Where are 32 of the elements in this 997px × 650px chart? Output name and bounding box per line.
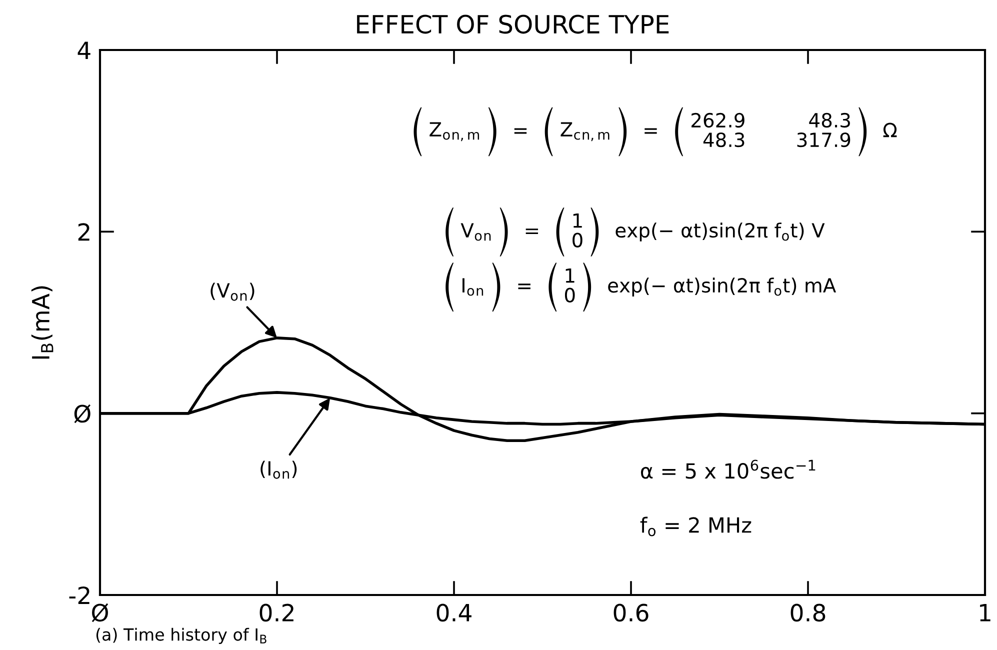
annotation: =	[526, 228, 538, 234]
annotation: exp(− αt)sin(2π f$_{o}$t) mA	[608, 278, 836, 296]
annotation: exp(− αt)sin(2π f$_{o}$t) V	[616, 222, 825, 242]
y-tick-label: Ø	[74, 404, 90, 424]
x-tick-label: 0.2	[260, 604, 294, 622]
annotation: Z$_{cn,m}$	[560, 122, 610, 142]
y-tick-label: -2	[69, 586, 90, 604]
x-tick-label: 0.8	[790, 604, 826, 622]
annotation: =	[514, 128, 527, 134]
chart-title: EFFECT OF SOURCE TYPE	[357, 14, 669, 34]
x-tick-label: Ø	[92, 603, 108, 622]
y-tick-label: 2	[78, 223, 90, 241]
annotation: =	[644, 128, 657, 134]
annotation: 262.9 48.3	[692, 112, 744, 148]
annotation: 1 0	[564, 268, 575, 302]
annotation: =	[518, 284, 530, 290]
annotation: Ω	[883, 122, 897, 138]
annotation: (V$_{on}$)	[210, 282, 254, 301]
x-tick-label: 1	[980, 604, 990, 622]
annotation: (I$_{on}$)	[260, 460, 297, 479]
annotation: 1 0	[572, 213, 582, 248]
text: (a) Time history of I$_{B}$	[96, 628, 266, 644]
y-axis-title: I$_{B}$(mA)	[31, 286, 54, 359]
y-tick-label: 4	[78, 42, 90, 59]
x-tick-label: 0.4	[436, 604, 472, 622]
annotation: I$_{on}$	[462, 278, 484, 296]
annotation: Z$_{on,m}$	[430, 122, 480, 142]
annotation: α = 5 x 10$^{6}$sec$^{−1}$	[641, 460, 816, 479]
x-tick-label: 0.6	[614, 604, 648, 622]
annotation: 48.3 317.9	[797, 112, 850, 148]
annotation: V$_{on}$	[460, 223, 491, 241]
annotation: f$_{o}$ = 2 MHz	[640, 516, 752, 536]
